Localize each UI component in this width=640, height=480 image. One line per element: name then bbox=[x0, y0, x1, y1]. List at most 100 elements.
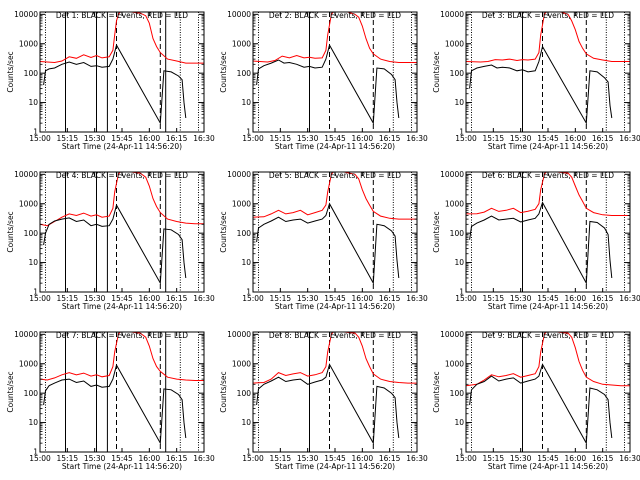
y-tick-label: 10 bbox=[241, 258, 251, 267]
y-tick-label: 10 bbox=[454, 98, 464, 107]
chart-title: Det 9: BLACK = Events, RED = LLD bbox=[482, 331, 614, 340]
x-tick-label: 16:30 bbox=[619, 294, 640, 303]
y-tick-label: 10000 bbox=[14, 330, 38, 339]
events-series-line bbox=[43, 203, 187, 285]
y-tick-label: 1000 bbox=[19, 199, 38, 208]
chart-panel-7: 15:00 15:15 15:30 15:45 16:00 16:15 16:30 1 10 10… bbox=[6, 330, 215, 471]
y-tick-label: 10 bbox=[454, 258, 464, 267]
y-tick-label: 1 bbox=[33, 128, 38, 137]
plot-frame bbox=[39, 11, 205, 133]
x-tick-label: 16:15 bbox=[166, 294, 188, 303]
x-tick-label: 16:15 bbox=[592, 454, 614, 463]
x-axis-label: Start Time (24-Apr-11 14:56:20) bbox=[488, 462, 608, 471]
x-tick-label: 15:30 bbox=[84, 294, 106, 303]
y-axis-label: Counts/sec bbox=[432, 51, 441, 92]
x-tick-label: 16:15 bbox=[592, 294, 614, 303]
x-tick-label: 15:30 bbox=[297, 454, 319, 463]
plot-frame bbox=[465, 11, 631, 133]
x-tick-label: 15:00 bbox=[242, 134, 264, 143]
x-tick-label: 16:00 bbox=[565, 454, 587, 463]
y-tick-label: 10000 bbox=[227, 10, 251, 19]
events-series-line bbox=[256, 43, 400, 125]
x-tick-label: 15:30 bbox=[84, 454, 106, 463]
y-tick-label: 1 bbox=[459, 448, 464, 457]
x-tick-label: 15:15 bbox=[270, 454, 292, 463]
x-tick-label: 15:45 bbox=[324, 294, 346, 303]
y-tick-label: 10000 bbox=[440, 330, 464, 339]
x-tick-label: 15:15 bbox=[270, 134, 292, 143]
y-tick-label: 10 bbox=[28, 418, 38, 427]
y-tick-label: 1000 bbox=[232, 359, 251, 368]
x-tick-label: 15:00 bbox=[242, 294, 264, 303]
plot-frame bbox=[252, 331, 418, 453]
y-tick-label: 1 bbox=[246, 448, 251, 457]
chart-panel-1: 15:00 15:15 15:30 15:45 16:00 16:15 16:30 1 10 10… bbox=[6, 10, 215, 151]
y-axis-label: Counts/sec bbox=[6, 371, 15, 412]
y-tick-label: 10 bbox=[241, 98, 251, 107]
x-tick-label: 15:00 bbox=[29, 294, 51, 303]
x-tick-label: 15:45 bbox=[537, 134, 559, 143]
y-tick-label: 100 bbox=[24, 389, 39, 398]
chart-title: Det 4: BLACK = Events, RED = LLD bbox=[56, 171, 188, 180]
plot-frame bbox=[39, 331, 205, 453]
chart-title: Det 7: BLACK = Events, RED = LLD bbox=[56, 331, 188, 340]
y-tick-label: 1000 bbox=[19, 359, 38, 368]
x-tick-label: 16:30 bbox=[193, 454, 215, 463]
x-tick-label: 15:00 bbox=[455, 294, 477, 303]
x-tick-label: 16:00 bbox=[352, 454, 374, 463]
lld-series-line bbox=[252, 171, 417, 220]
chart-panel-8: 15:00 15:15 15:30 15:45 16:00 16:15 16:30 1 10 10… bbox=[219, 330, 428, 471]
y-tick-label: 100 bbox=[237, 389, 252, 398]
x-tick-label: 16:00 bbox=[139, 134, 161, 143]
x-tick-label: 15:15 bbox=[57, 134, 79, 143]
x-tick-label: 15:45 bbox=[324, 454, 346, 463]
x-axis-label: Start Time (24-Apr-11 14:56:20) bbox=[275, 142, 395, 151]
x-axis-label: Start Time (24-Apr-11 14:56:20) bbox=[62, 142, 182, 151]
x-tick-label: 16:00 bbox=[352, 294, 374, 303]
x-tick-label: 15:30 bbox=[297, 294, 319, 303]
y-tick-label: 100 bbox=[450, 229, 465, 238]
x-tick-label: 16:00 bbox=[565, 134, 587, 143]
x-axis-label: Start Time (24-Apr-11 14:56:20) bbox=[62, 462, 182, 471]
y-tick-label: 10 bbox=[28, 258, 38, 267]
x-tick-label: 16:15 bbox=[166, 134, 188, 143]
x-tick-label: 15:30 bbox=[510, 134, 532, 143]
x-tick-label: 15:45 bbox=[111, 454, 133, 463]
x-tick-label: 16:15 bbox=[592, 134, 614, 143]
x-tick-label: 15:45 bbox=[537, 294, 559, 303]
y-tick-label: 1000 bbox=[232, 39, 251, 48]
lld-series-line bbox=[252, 331, 417, 384]
x-tick-label: 16:00 bbox=[565, 294, 587, 303]
y-tick-label: 1 bbox=[33, 448, 38, 457]
x-tick-label: 16:30 bbox=[406, 454, 428, 463]
lld-series-line bbox=[39, 171, 204, 227]
x-tick-label: 16:00 bbox=[139, 294, 161, 303]
x-tick-label: 15:30 bbox=[510, 454, 532, 463]
x-tick-label: 15:30 bbox=[510, 294, 532, 303]
y-tick-label: 1000 bbox=[445, 39, 464, 48]
x-tick-label: 16:30 bbox=[619, 134, 640, 143]
events-series-line bbox=[469, 363, 613, 445]
x-tick-label: 15:45 bbox=[111, 294, 133, 303]
chart-panel-5: 15:00 15:15 15:30 15:45 16:00 16:15 16:30 1 10 10… bbox=[219, 170, 428, 311]
events-series-line bbox=[43, 363, 187, 445]
x-tick-label: 16:30 bbox=[406, 134, 428, 143]
y-tick-label: 100 bbox=[450, 389, 465, 398]
x-tick-label: 15:00 bbox=[29, 454, 51, 463]
lld-series-line bbox=[39, 331, 204, 381]
y-tick-label: 1000 bbox=[445, 359, 464, 368]
x-tick-label: 15:00 bbox=[29, 134, 51, 143]
x-axis-label: Start Time (24-Apr-11 14:56:20) bbox=[488, 142, 608, 151]
plot-frame bbox=[465, 171, 631, 293]
chart-title: Det 5: BLACK = Events, RED = LLD bbox=[269, 171, 401, 180]
y-tick-label: 1000 bbox=[445, 199, 464, 208]
y-tick-label: 100 bbox=[24, 69, 39, 78]
chart-panel-9: 15:00 15:15 15:30 15:45 16:00 16:15 16:30 1 10 10… bbox=[432, 330, 640, 471]
y-tick-label: 10000 bbox=[14, 10, 38, 19]
events-series-line bbox=[469, 201, 613, 285]
y-tick-label: 10000 bbox=[227, 330, 251, 339]
x-tick-label: 16:15 bbox=[379, 134, 401, 143]
x-tick-label: 15:15 bbox=[483, 294, 505, 303]
lld-series-line bbox=[465, 331, 630, 387]
y-tick-label: 100 bbox=[237, 69, 252, 78]
